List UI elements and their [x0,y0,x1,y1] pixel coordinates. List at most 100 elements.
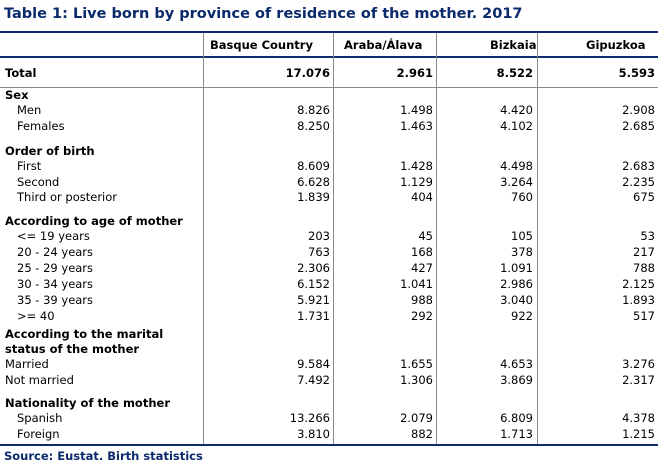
cell-basque-country: 8.250 [297,119,330,133]
cell-araba: 404 [411,190,433,204]
section-header-row: status of the mother [0,342,658,358]
cell-gipuzkoa: 675 [633,190,655,204]
cell-gipuzkoa: 2.683 [622,159,655,173]
row-label: 30 - 34 years [17,277,94,291]
cell-gipuzkoa: 1.893 [622,293,655,307]
cell-bizkaia: 1.091 [500,261,533,275]
cell-gipuzkoa: 2.235 [622,175,655,189]
cell-gipuzkoa: 3.276 [622,357,655,371]
row-label: Sex [5,88,29,102]
section-header-row: According to the marital [0,327,658,343]
header-bottom-rule [0,56,658,58]
cell-bizkaia: 4.420 [500,103,533,117]
header-top-rule [0,31,658,33]
section-header-row: Nationality of the mother [0,396,658,412]
column-divider [203,33,204,444]
row-label: Females [17,119,65,133]
table-row: 25 - 29 years 2.306 427 1.091 788 [0,261,658,277]
cell-bizkaia: 4.102 [500,119,533,133]
cell-gipuzkoa: 2.685 [622,119,655,133]
cell-araba: 1.498 [400,103,433,117]
cell-gipuzkoa: 4.378 [622,411,655,425]
cell-araba: 168 [411,245,433,259]
cell-bizkaia: 1.713 [500,427,533,441]
row-label: 35 - 39 years [17,293,94,307]
cell-bizkaia: 760 [511,190,533,204]
cell-basque-country: 17.076 [285,66,330,80]
cell-araba: 882 [411,427,433,441]
row-label: Foreign [17,427,60,441]
cell-basque-country: 2.306 [297,261,330,275]
section-header-row: Order of birth [0,144,658,160]
row-label: Order of birth [5,144,95,158]
row-label: First [17,159,42,173]
cell-gipuzkoa: 2.125 [622,277,655,291]
column-header-basque-country: Basque Country [210,38,313,52]
cell-bizkaia: 2.986 [500,277,533,291]
cell-araba: 1.041 [400,277,433,291]
cell-bizkaia: 922 [511,309,533,323]
table-row: Third or posterior 1.839 404 760 675 [0,190,658,206]
cell-gipuzkoa: 2.908 [622,103,655,117]
cell-araba: 1.463 [400,119,433,133]
cell-bizkaia: 4.653 [500,357,533,371]
cell-araba: 1.306 [400,373,433,387]
row-label: <= 19 years [17,229,90,243]
cell-basque-country: 8.826 [297,103,330,117]
cell-gipuzkoa: 5.593 [618,66,655,80]
table-row: Men 8.826 1.498 4.420 2.908 [0,103,658,119]
table-row: <= 19 years 203 45 105 53 [0,229,658,245]
cell-bizkaia: 6.809 [500,411,533,425]
cell-araba: 45 [418,229,433,243]
table-title: Table 1: Live born by province of reside… [4,6,523,22]
cell-gipuzkoa: 517 [633,309,655,323]
cell-gipuzkoa: 1.215 [622,427,655,441]
row-label: Third or posterior [17,190,118,204]
cell-bizkaia: 105 [511,229,533,243]
cell-bizkaia: 4.498 [500,159,533,173]
total-row: Total 17.076 2.961 8.522 5.593 [0,66,658,82]
row-label: Nationality of the mother [5,396,170,410]
cell-bizkaia: 8.522 [496,66,533,80]
cell-basque-country: 1.731 [297,309,330,323]
table-row: Spanish 13.266 2.079 6.809 4.378 [0,411,658,427]
cell-basque-country: 3.810 [297,427,330,441]
column-header-gipuzkoa: Gipuzkoa [586,38,646,52]
column-divider [333,33,334,444]
table-row: Not married 7.492 1.306 3.869 2.317 [0,373,658,389]
table-row: >= 40 1.731 292 922 517 [0,309,658,325]
cell-bizkaia: 3.040 [500,293,533,307]
section-header-row: Sex [0,88,658,104]
cell-araba: 2.961 [396,66,433,80]
cell-basque-country: 203 [308,229,330,243]
footer-rule [0,444,658,446]
table-row: Second 6.628 1.129 3.264 2.235 [0,175,658,191]
row-label: Not married [5,373,74,387]
cell-gipuzkoa: 53 [640,229,655,243]
table-row: Married 9.584 1.655 4.653 3.276 [0,357,658,373]
cell-basque-country: 6.628 [297,175,330,189]
cell-araba: 1.428 [400,159,433,173]
column-divider [537,33,538,444]
column-header-bizkaia: Bizkaia [490,38,537,52]
cell-araba: 2.079 [400,411,433,425]
row-label: According to the marital [5,327,164,341]
row-label: 25 - 29 years [17,261,94,275]
cell-araba: 988 [411,293,433,307]
cell-basque-country: 5.921 [297,293,330,307]
cell-araba: 1.655 [400,357,433,371]
cell-basque-country: 9.584 [297,357,330,371]
cell-basque-country: 7.492 [297,373,330,387]
row-label: Spanish [17,411,63,425]
cell-gipuzkoa: 788 [633,261,655,275]
cell-basque-country: 13.266 [289,411,330,425]
column-header-araba: Araba/Álava [344,38,423,52]
cell-basque-country: 6.152 [297,277,330,291]
cell-bizkaia: 378 [511,245,533,259]
source-note: Source: Eustat. Birth statistics [4,449,203,463]
table-row: 20 - 24 years 763 168 378 217 [0,245,658,261]
cell-bizkaia: 3.869 [500,373,533,387]
table-row: 30 - 34 years 6.152 1.041 2.986 2.125 [0,277,658,293]
table-row: Females 8.250 1.463 4.102 2.685 [0,119,658,135]
section-header-row: According to age of mother [0,214,658,230]
